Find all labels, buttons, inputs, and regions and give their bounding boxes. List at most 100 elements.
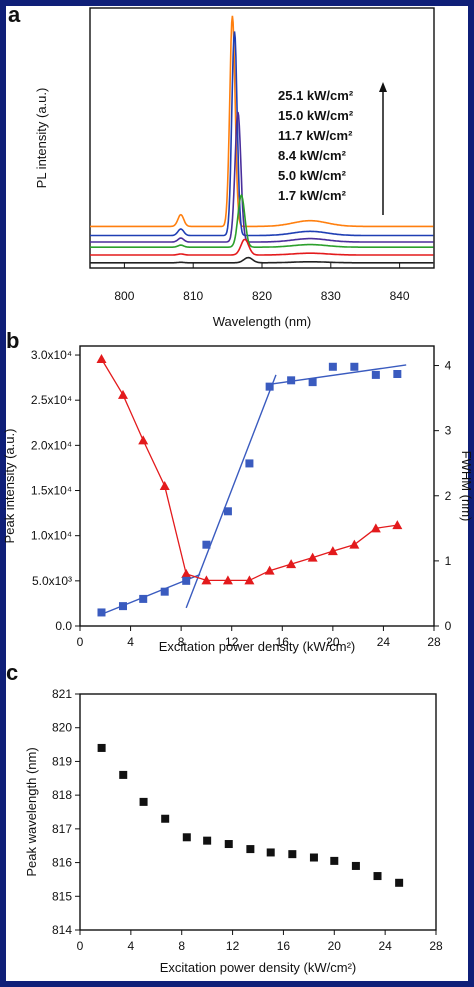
fwhm-point — [117, 389, 128, 399]
fwhm-point — [222, 575, 233, 585]
panel-c-label: c — [6, 660, 18, 685]
panel-c-y-axis-label: Peak wavelength (nm) — [24, 747, 39, 876]
panel-b-x-tick-label: 4 — [127, 635, 134, 649]
panel-b-y-tick-label: 1.0x10⁴ — [31, 529, 72, 543]
panel-b-y-tick-label: 3.0x10⁴ — [31, 348, 72, 362]
peak-wavelength-point — [139, 797, 148, 806]
intensity-point — [139, 594, 148, 603]
fwhm-point — [370, 523, 381, 533]
spectrum-line-2 — [90, 111, 434, 243]
panel-b-x-tick-label: 12 — [225, 635, 239, 649]
peak-wavelength-point — [373, 872, 382, 881]
legend-entry: 15.0 kW/cm² — [278, 108, 354, 123]
panel-c-x-tick-label: 8 — [178, 939, 185, 953]
peak-wavelength-point — [97, 743, 106, 752]
panel-b-y2-axis-label: FWHM (nm) — [459, 451, 474, 522]
panel-b-y-tick-label: 5.0x10³ — [32, 574, 72, 588]
intensity-point — [308, 378, 317, 387]
panel-c-y-tick-label: 820 — [52, 721, 72, 735]
panel-c-x-tick-label: 28 — [429, 939, 443, 953]
intensity-point — [393, 370, 402, 378]
panel-c-y-tick-label: 821 — [52, 687, 72, 701]
panel-b-chart: 0 4 8 12 16 20 24 280.05.0x10³1.0x10⁴1.5x10⁴2.0… — [2, 345, 474, 654]
legend-entry: 8.4 kW/cm² — [278, 148, 347, 163]
fwhm-point — [159, 481, 170, 490]
legend-entry: 1.7 kW/cm² — [278, 188, 347, 203]
spectrum-line-1 — [90, 31, 434, 237]
intensity-fit-line — [185, 374, 277, 609]
panel-c-y-tick-label: 819 — [52, 754, 72, 768]
legend-entry: 11.7 kW/cm² — [278, 128, 353, 143]
intensity-point — [202, 540, 211, 549]
panel-c-chart: 0 4 8 12 16 20 24 28 814 815 816 817 818 819 820 821 Ex… — [24, 687, 443, 975]
spectrum-line-4 — [90, 238, 434, 256]
panel-b-y-axis-label: Peak intensity (a.u.) — [2, 429, 17, 544]
intensity-point — [245, 459, 254, 468]
intensity-point — [265, 382, 274, 391]
panel-a-chart: 800 810 820 830 840 Wavelength (nm) PL inten… — [34, 7, 435, 329]
panel-b-y2-tick-label: 2 — [445, 489, 452, 503]
panel-c-y-tick-label: 814 — [52, 923, 72, 937]
legend-arrowhead — [379, 82, 387, 92]
intensity-point — [97, 608, 106, 617]
panel-b-x-axis-label: Excitation power density (kW/cm²) — [159, 639, 356, 654]
peak-wavelength-point — [161, 814, 170, 823]
panel-a-x-tick-label: 840 — [390, 289, 410, 303]
panel-a-x-tick-label: 800 — [114, 289, 134, 303]
intensity-point — [350, 362, 359, 371]
peak-wavelength-point — [351, 861, 360, 870]
fwhm-point — [264, 565, 275, 575]
panel-c-x-tick-label: 12 — [226, 939, 240, 953]
panel-b-y-tick-label: 2.0x10⁴ — [31, 438, 72, 452]
intensity-point — [160, 587, 169, 596]
peak-wavelength-point — [266, 848, 275, 857]
fwhm-point — [327, 546, 338, 556]
panel-c-y-tick-label: 816 — [52, 856, 72, 870]
peak-wavelength-point — [395, 878, 404, 887]
fwhm-point — [244, 575, 255, 585]
peak-wavelength-point — [330, 856, 339, 865]
peak-wavelength-point — [224, 840, 233, 849]
panel-a-x-tick-label: 810 — [183, 289, 203, 303]
panel-b-x-tick-label: 0 — [77, 635, 84, 649]
panel-b-x-tick-label: 24 — [377, 635, 391, 649]
panel-c-x-axis-label: Excitation power density (kW/cm²) — [160, 960, 357, 975]
peak-wavelength-point — [246, 845, 255, 854]
panel-b-x-tick-label: 8 — [178, 635, 185, 649]
panel-c-y-tick-label: 817 — [52, 822, 72, 836]
spectrum-line-0 — [90, 15, 434, 228]
intensity-point — [182, 576, 191, 585]
panel-b-x-tick-label: 28 — [427, 635, 441, 649]
panel-b-label: b — [6, 328, 19, 353]
panel-b-y2-tick-label: 3 — [445, 424, 452, 438]
panel-a-x-axis-label: Wavelength (nm) — [213, 314, 312, 329]
fwhm-point — [307, 552, 318, 562]
panel-c-x-tick-label: 16 — [277, 939, 291, 953]
panel-a-x-tick-label: 820 — [252, 289, 272, 303]
fwhm-point — [181, 568, 192, 578]
fwhm-point — [392, 520, 403, 530]
intensity-point — [223, 507, 232, 516]
panel-c-x-tick-label: 4 — [128, 939, 135, 953]
spectrum-line-3 — [90, 193, 434, 248]
fwhm-point — [96, 354, 107, 364]
panel-b-x-tick-label: 16 — [276, 635, 290, 649]
panel-a-y-axis-label: PL intensity (a.u.) — [34, 88, 49, 189]
intensity-point — [371, 370, 380, 379]
peak-wavelength-point — [203, 836, 212, 845]
panel-c-y-tick-label: 815 — [52, 889, 72, 903]
panel-b-y2-tick-label: 4 — [445, 359, 452, 373]
panel-b-y-tick-label: 1.5x10⁴ — [31, 484, 72, 498]
fwhm-point — [349, 539, 360, 549]
peak-wavelength-point — [182, 833, 191, 842]
intensity-point — [287, 376, 296, 385]
panel-b-y-tick-label: 0.0 — [55, 619, 72, 633]
peak-wavelength-point — [119, 770, 128, 779]
panel-b-y2-tick-label: 0 — [445, 619, 452, 633]
panel-c-x-tick-label: 20 — [328, 939, 342, 953]
panel-c-x-tick-label: 24 — [378, 939, 392, 953]
peak-wavelength-point — [288, 850, 297, 859]
intensity-point — [328, 362, 337, 371]
panel-b-y2-tick-label: 1 — [445, 554, 452, 568]
